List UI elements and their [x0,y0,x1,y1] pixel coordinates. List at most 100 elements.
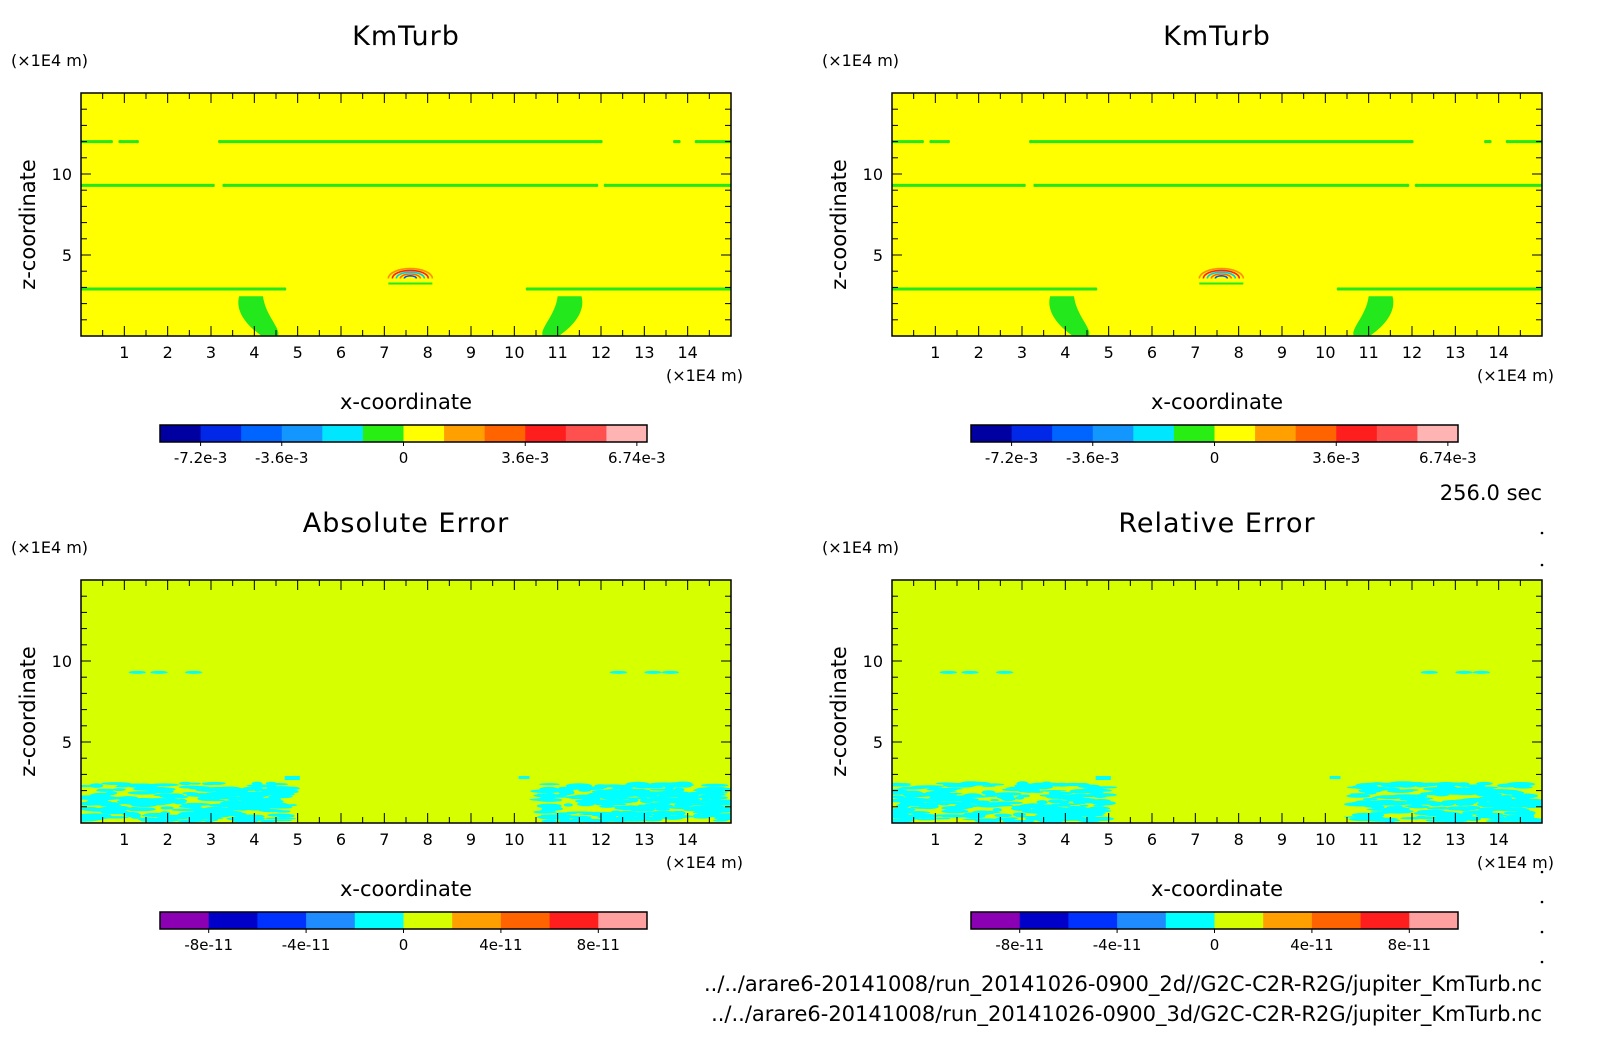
contour-line-end [109,140,113,144]
error-blob [236,798,265,801]
error-blob [642,817,663,822]
error-blob [1478,807,1505,812]
heatmap-background [892,93,1542,336]
error-blob [539,786,559,791]
error-blob [244,806,266,811]
x-tick-label: 14 [677,830,697,849]
contour-line-end [1484,140,1488,144]
y-tick-label: 5 [873,246,883,265]
error-blob [1367,812,1385,818]
error-blob [1488,796,1507,802]
x-tick-label: 2 [163,343,173,362]
x-axis-label: x-coordinate [1151,390,1283,414]
error-blob [187,814,199,820]
x-tick-label: 5 [1104,830,1114,849]
error-blob [1355,800,1374,804]
error-blob [664,790,677,793]
x-tick-label: 10 [1315,830,1335,849]
error-blob [930,788,964,790]
error-blob [1005,817,1019,820]
error-blob [712,799,731,804]
colorbar: -7.2e-3 -3.6e-3 0 3.6e-3 6.74e-3 [159,424,666,467]
error-blob [100,810,130,815]
y-unit-label: (×1E4 m) [822,51,899,70]
error-blob [150,670,168,674]
error-blob [898,786,925,790]
error-blob [1047,799,1065,804]
error-blob [87,798,109,803]
error-blob [81,815,105,821]
error-blob [563,803,573,807]
error-blob [265,784,277,789]
error-blob [185,670,203,674]
colorbar-segment [452,912,502,929]
error-blob [577,799,597,803]
error-blob [1411,806,1426,809]
y-tick-label: 10 [52,165,72,184]
colorbar-segment [1255,425,1297,442]
colorbar-segment [1165,912,1215,929]
error-blob [649,802,665,805]
error-blob [218,786,240,790]
contour-line-end [694,140,698,144]
error-blob [1038,818,1064,823]
heatmap-field [81,93,731,336]
x-tick-label: 10 [1315,343,1335,362]
error-blob [1444,806,1477,811]
x-tick-label: 11 [547,830,567,849]
colorbar-segment [565,425,607,442]
contour-line-end [218,140,222,144]
error-blob [81,796,106,798]
colorbar-label: 0 [399,936,409,954]
error-blob [597,790,630,793]
error-blob [661,670,679,674]
x-tick-label: 2 [974,830,984,849]
error-blob [674,810,686,816]
contour-line-end [599,140,603,144]
error-blob [664,786,675,790]
error-blob [518,776,530,780]
error-blob [1420,670,1439,674]
error-blob [533,810,557,814]
error-blob [1074,808,1092,813]
error-blob [268,789,298,793]
x-tick-label: 12 [1402,830,1422,849]
x-tick-label: 1 [930,830,940,849]
colorbar-label: -3.6e-3 [255,449,308,467]
colorbar-label: 8e-11 [1388,936,1431,954]
error-blob [1382,809,1414,814]
error-blob [140,819,150,822]
error-blob [692,810,723,815]
error-blob [712,819,728,822]
error-blob [1329,776,1341,780]
colorbar-segment [1376,425,1418,442]
x-tick-label: 2 [974,343,984,362]
x-tick-label: 12 [1402,343,1422,362]
x-tick-label: 6 [336,343,346,362]
contour-line-end [1094,287,1098,291]
error-blob [179,786,210,789]
error-blob [1001,788,1033,792]
error-blob [126,807,143,812]
error-blob [1040,790,1067,792]
error-blob [648,786,664,789]
error-blob [1460,812,1472,815]
colorbar-segment [200,425,242,442]
y-unit-label: (×1E4 m) [11,538,88,557]
colorbar-label: 0 [399,449,409,467]
colorbar: -8e-11 -4e-11 0 4e-11 8e-11 [970,911,1459,954]
colorbar-label: -7.2e-3 [985,449,1038,467]
colorbar-segment [362,425,404,442]
error-blob [1409,782,1427,787]
contour-line-end [673,140,677,144]
contour-line-end [222,183,226,187]
contour-line-end [1414,183,1418,187]
error-blob [992,807,1002,812]
x-tick-label: 9 [466,830,476,849]
error-blob [578,788,591,792]
x-tick-label: 7 [1190,830,1200,849]
error-blob [682,807,694,810]
error-blob [1438,801,1455,807]
error-blob [173,800,184,805]
disturbance-ring [1202,269,1241,279]
